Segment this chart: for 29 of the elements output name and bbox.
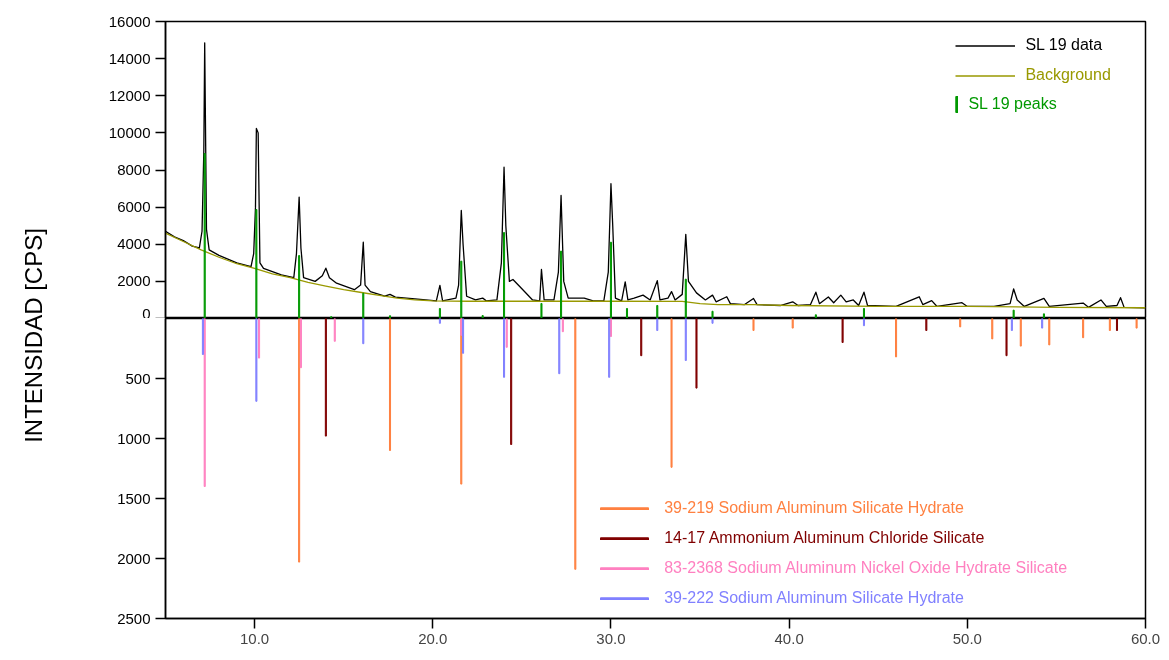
y-tick-label: 16000 — [108, 12, 151, 30]
line-series — [165, 232, 1146, 309]
legend-label: SL 19 peaks — [968, 95, 1057, 113]
x-tick-label: 30.0 — [596, 629, 626, 647]
x-tick-label: 60.0 — [1130, 629, 1161, 647]
x-tick-label: 10.0 — [239, 629, 270, 647]
y-tick-label: 6000 — [117, 198, 151, 216]
y-tick-label: 4000 — [117, 235, 151, 253]
y-tick-label: 14000 — [108, 49, 151, 67]
x-tick-label: 50.0 — [952, 629, 982, 647]
legend-label: Background — [1025, 66, 1111, 84]
x-tick-label: 20.0 — [418, 629, 448, 647]
y-tick-label: 2000 — [117, 549, 151, 567]
y-axis-title: INTENSIDAD [CPS] — [20, 228, 47, 443]
y-tick-label: 1500 — [117, 489, 151, 507]
y-tick-label: 1000 — [117, 429, 151, 447]
x-tick-label: 40.0 — [774, 629, 804, 647]
y-tick-label: 2500 — [117, 609, 151, 627]
y-tick-label: 2000 — [117, 272, 151, 290]
y-tick-label: 10000 — [108, 123, 151, 141]
y-tick-label: 0 — [142, 304, 151, 322]
legend-label: 39-222 Sodium Aluminum Silicate Hydrate — [664, 589, 964, 607]
legend-label: SL 19 data — [1025, 36, 1103, 54]
y-tick-label: 8000 — [117, 161, 151, 178]
y-tick-label: 12000 — [108, 86, 151, 104]
legend-label: 14-17 Ammonium Aluminum Chloride Silicate — [664, 529, 985, 547]
y-tick-label: 500 — [125, 369, 151, 387]
legend-label: 39-219 Sodium Aluminum Silicate Hydrate — [664, 499, 964, 517]
legend-label: 83-2368 Sodium Aluminum Nickel Oxide Hydrate Silicate — [664, 559, 1068, 577]
